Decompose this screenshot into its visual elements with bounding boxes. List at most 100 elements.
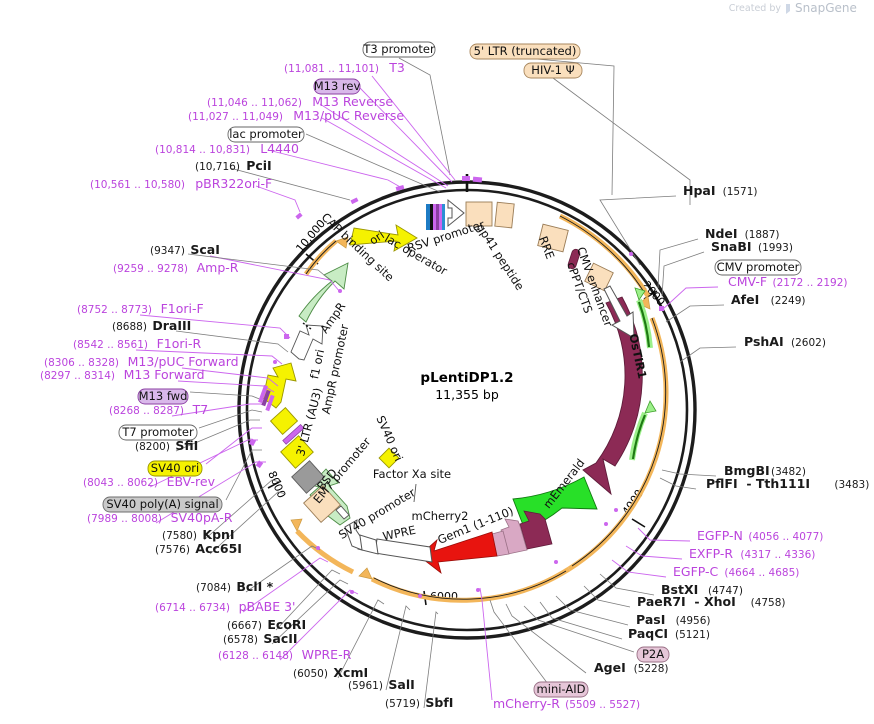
annotation-label: BmgBI (3482) (724, 463, 806, 478)
annotation-name: M13 Forward (124, 367, 205, 382)
annotation-name: T3 (388, 60, 405, 75)
annotation-position: (6667) (227, 620, 262, 632)
annotation-label: NdeI (1887) (705, 226, 780, 241)
annotation-label: PflFI - Tth111I (3483) (706, 476, 869, 491)
annotation-label: EGFP-N (4056 .. 4077) (697, 528, 823, 543)
annotation-name: pBR322ori-F (195, 176, 272, 191)
annotation-position: (9259 .. 9278) (113, 263, 188, 275)
factor-xa-tick (413, 483, 417, 503)
annotation-name: SfiI (175, 438, 198, 453)
annotation-position: (5719) (385, 698, 420, 710)
annotation-name: Acc65I (195, 541, 242, 556)
annotation-name: EGFP-N (697, 528, 743, 543)
annotation-position: (7084) (196, 582, 231, 594)
feature-arrow-ostir1 (582, 296, 643, 496)
watermark-brand: SnapGene (795, 1, 857, 15)
annotation-label: (7989 .. 8008) SV40pA-R (87, 510, 233, 525)
annotation-position: (3483) (834, 479, 869, 491)
annotation-position: (5961) (348, 680, 383, 692)
boxed-feature-label: M13 fwd (137, 388, 189, 405)
annotation-label: EXFP-R (4317 .. 4336) (689, 546, 815, 561)
annotation-position: (1993) (758, 242, 793, 254)
annotation-label: (10,814 .. 10,831) L4440 (155, 141, 299, 156)
annotation-label: (9259 .. 9278) Amp-R (113, 260, 239, 275)
plasmid-size: 11,355 bp (435, 387, 499, 402)
annotation-name: PasI (636, 612, 665, 627)
annotation-name: WPRE-R (302, 647, 352, 662)
orange-feature-arcs (290, 213, 669, 603)
label-box (523, 62, 583, 79)
annotation-position: (5228) (634, 663, 669, 675)
annotation-position: (4747) (708, 585, 743, 597)
annotation-label: (8688) DraIII (112, 318, 191, 333)
annotation-name: EcoRI (267, 617, 306, 632)
annotation-position: (11,081 .. 11,101) (284, 63, 379, 75)
label-box (636, 646, 670, 663)
annotation-position: (10,561 .. 10,580) (90, 179, 185, 191)
label-box (533, 681, 589, 698)
label-box-text: T7 promoter (121, 425, 194, 439)
label-box (102, 496, 223, 513)
annotation-name: EGFP-C (673, 564, 719, 579)
annotation-label: (11,027 .. 11,049) M13/pUC Reverse (188, 108, 404, 123)
annotation-position: (6578) (223, 634, 258, 646)
annotation-label: (5719) SbfI (385, 695, 453, 710)
annotation-position: (8043 .. 8062) (83, 477, 158, 489)
annotation-position: (6050) (293, 668, 328, 680)
annotation-label: (6128 .. 6148) WPRE-R (218, 647, 352, 662)
annotation-name: SbfI (425, 695, 453, 710)
annotation-position: (6714 .. 6734) (155, 602, 230, 614)
annotation-position: (4956) (676, 615, 711, 627)
boxed-feature-label: SV40 ori (147, 460, 203, 477)
annotation-label: (8268 .. 8287) T7 (109, 402, 208, 417)
annotation-label: (10,716) PciI (195, 158, 272, 173)
annotation-position: (5509 .. 5527) (565, 699, 640, 711)
boxed-feature-label: HIV-1 Ψ (523, 62, 583, 79)
feature-arrows-gem1-p2a-miniaid (491, 510, 553, 557)
label-box (313, 78, 361, 95)
feature-wpre-sv40promoter (344, 519, 433, 563)
annotation-name: ScaI (190, 242, 220, 257)
annotation-name: M13 Reverse (312, 94, 393, 109)
annotation-label: PasI (4956) (636, 612, 711, 627)
inner-feature-label: RSV promoter (405, 217, 486, 255)
label-box (147, 460, 203, 477)
left-annotation-labels: (11,081 .. 11,101) T3 (11,046 .. 11,062) M1… (40, 60, 453, 710)
annotation-label: (6667) EcoRI (227, 617, 306, 632)
annotation-position: (1887) (745, 229, 780, 241)
boxed-feature-label: P2A (636, 646, 670, 663)
annotation-label: PaeR7I - XhoI (4758) (637, 594, 786, 609)
annotation-position: (5121) (675, 629, 710, 641)
annotation-name: M13/pUC Reverse (293, 108, 404, 123)
annotation-name: BstXI (661, 582, 698, 597)
label-box-text: lac promoter (229, 127, 303, 141)
annotation-label: EGFP-C (4664 .. 4685) (673, 564, 799, 579)
plasmid-center-title: pLentiDP1.2 11,355 bp (420, 370, 513, 402)
inner-feature-label: 3' LTR (AU3) (293, 386, 325, 457)
feature-arrow-mcherry2 (418, 531, 498, 575)
annotation-name: M13/pUC Forward (128, 354, 239, 369)
annotation-name: SalI (388, 677, 414, 692)
annotation-label: CMV-F (2172 .. 2192) (728, 274, 848, 289)
annotation-position: (6128 .. 6148) (218, 650, 293, 662)
annotation-position: (1571) (723, 186, 758, 198)
annotation-label: (11,046 .. 11,062) M13 Reverse (207, 94, 393, 109)
annotation-label: mCherry-R (5509 .. 5527) (493, 696, 640, 711)
annotation-name: SV40pA-R (171, 510, 233, 525)
annotation-name: DraIII (152, 318, 191, 333)
snapgene-logo-icon (786, 4, 790, 14)
annotation-name: EXFP-R (689, 546, 733, 561)
boxed-feature-label: M13 rev (313, 78, 361, 95)
feature-sv40-ori-diamond (378, 447, 400, 469)
annotation-position: (8688) (112, 321, 147, 333)
annotation-position: (8306 .. 8328) (44, 357, 119, 369)
annotation-label: HpaI (1571) (683, 183, 758, 198)
leader-lines (135, 57, 737, 709)
label-box-text: mini-AID (537, 682, 586, 696)
annotation-label: BstXI (4747) (661, 582, 743, 597)
boxed-feature-label: SV40 poly(A) signal (102, 496, 223, 513)
annotation-position: (4664 .. 4685) (724, 567, 799, 579)
annotation-label: (8542 .. 8561) F1ori-R (73, 336, 202, 351)
label-box (118, 424, 198, 441)
annotation-label: (6050) XcmI (293, 665, 368, 680)
